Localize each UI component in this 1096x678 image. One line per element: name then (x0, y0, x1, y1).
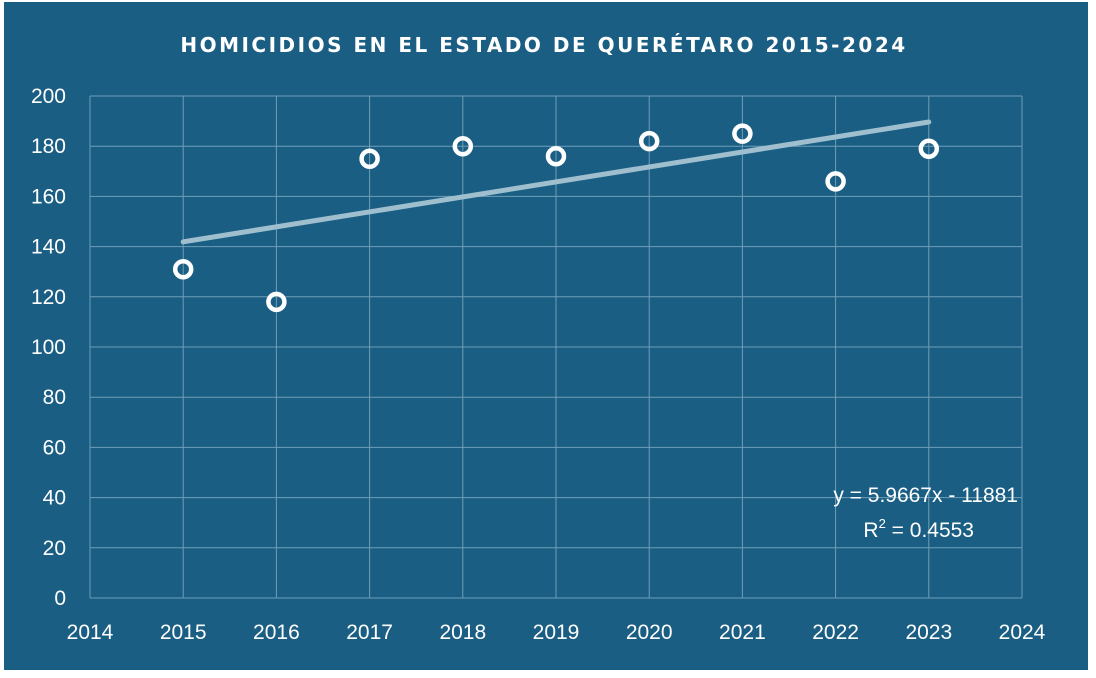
y-tick-label: 80 (43, 386, 66, 409)
x-tick-label: 2016 (253, 621, 300, 644)
data-point (638, 130, 660, 152)
x-tick-label: 2022 (812, 621, 859, 644)
data-point (732, 123, 753, 144)
trendline-layer (180, 119, 932, 245)
x-tick-label: 2020 (626, 621, 673, 644)
r-squared-value: = 0.4553 (886, 519, 974, 542)
data-point (452, 135, 474, 157)
x-tick-label: 2024 (999, 621, 1046, 644)
r-squared-label: R2 = 0.4553 (863, 516, 974, 542)
x-tick-label: 2018 (439, 621, 486, 644)
x-tick-label: 2021 (719, 621, 766, 644)
x-tick-label: 2015 (160, 621, 207, 644)
data-point (359, 148, 380, 169)
y-axis-ticks: 0 20 40 60 80 100 120 140 160 180 200 (31, 85, 66, 610)
trendline (180, 119, 932, 245)
y-tick-label: 0 (54, 587, 66, 610)
y-tick-label: 200 (31, 85, 66, 108)
y-tick-label: 120 (31, 286, 66, 309)
x-tick-label: 2023 (905, 621, 952, 644)
y-tick-label: 180 (31, 135, 66, 158)
y-tick-label: 100 (31, 336, 66, 359)
x-tick-label: 2017 (346, 621, 393, 644)
x-tick-label: 2014 (67, 621, 114, 644)
data-point (918, 138, 940, 159)
data-point (545, 145, 567, 167)
data-point (266, 291, 287, 313)
chart-panel: HOMICIDIOS EN EL ESTADO DE QUERÉTARO 201… (4, 2, 1088, 670)
y-tick-label: 20 (43, 537, 66, 560)
x-tick-label: 2019 (533, 621, 580, 644)
y-tick-label: 160 (31, 185, 66, 208)
scatter-chart: HOMICIDIOS EN EL ESTADO DE QUERÉTARO 201… (31, 33, 1046, 644)
chart-title: HOMICIDIOS EN EL ESTADO DE QUERÉTARO 201… (180, 33, 907, 57)
y-tick-label: 40 (43, 487, 66, 510)
y-tick-label: 140 (31, 236, 66, 259)
x-axis-ticks: 2014 2015 2016 2017 2018 2019 2020 2021 2022 2023… (67, 621, 1046, 644)
r-squared-superscript: 2 (879, 516, 886, 531)
data-points (172, 123, 940, 313)
grid (89, 95, 1023, 599)
data-point (825, 171, 846, 192)
trendline-equation: y = 5.9667x - 11881 (833, 484, 1018, 507)
y-tick-label: 60 (43, 436, 66, 459)
data-point (172, 258, 194, 280)
r-squared-letter: R (863, 519, 878, 542)
